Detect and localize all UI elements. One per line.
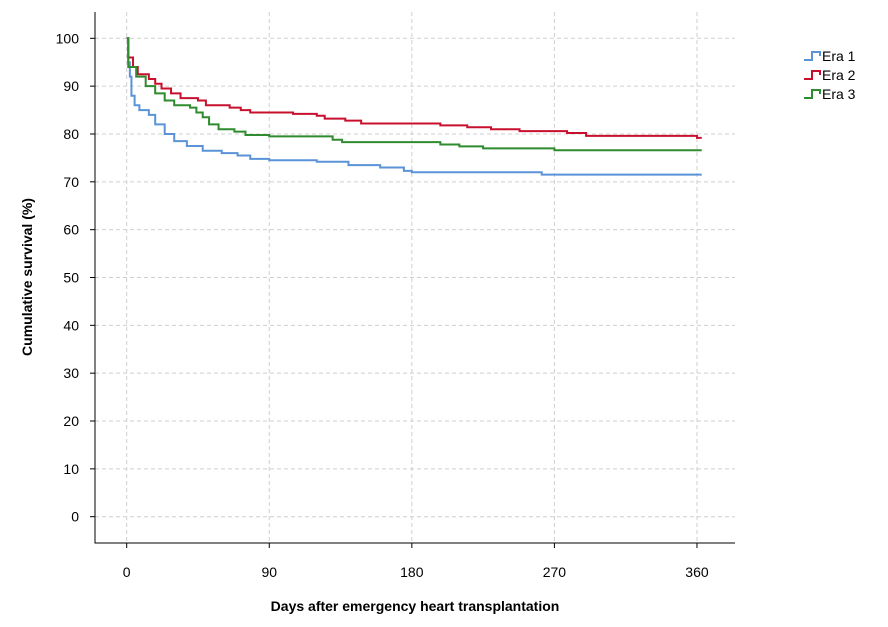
y-tick-label: 20: [63, 413, 79, 429]
x-tick-label: 90: [261, 564, 277, 580]
y-tick-label: 80: [63, 126, 79, 142]
y-tick-label: 100: [56, 30, 80, 46]
y-tick-label: 0: [71, 509, 79, 525]
legend-label: Era 3: [822, 86, 856, 102]
legend-label: Era 1: [822, 48, 856, 64]
axis: [94, 12, 735, 544]
x-tick-label: 0: [123, 564, 131, 580]
y-tick-label: 90: [63, 78, 79, 94]
survival-line: [126, 37, 702, 139]
y-tick-label: 10: [63, 461, 79, 477]
y-tick-label: 30: [63, 365, 79, 381]
x-axis-label: Days after emergency heart transplantati…: [271, 598, 560, 614]
y-tick-label: 70: [63, 174, 79, 190]
x-tick-label: 360: [685, 564, 709, 580]
x-tick-label: 270: [543, 564, 567, 580]
y-axis-label: Cumulative survival (%): [19, 198, 35, 356]
x-tick-label: 180: [400, 564, 424, 580]
legend-swatch: [804, 70, 821, 80]
legend-swatch: [804, 89, 821, 99]
legend-swatch: [804, 51, 821, 61]
y-tick-label: 40: [63, 317, 79, 333]
survival-line: [126, 37, 702, 176]
legend-label: Era 2: [822, 67, 856, 83]
y-tick-label: 50: [63, 270, 79, 286]
survival-line: [126, 37, 702, 152]
y-tick-label: 60: [63, 222, 79, 238]
